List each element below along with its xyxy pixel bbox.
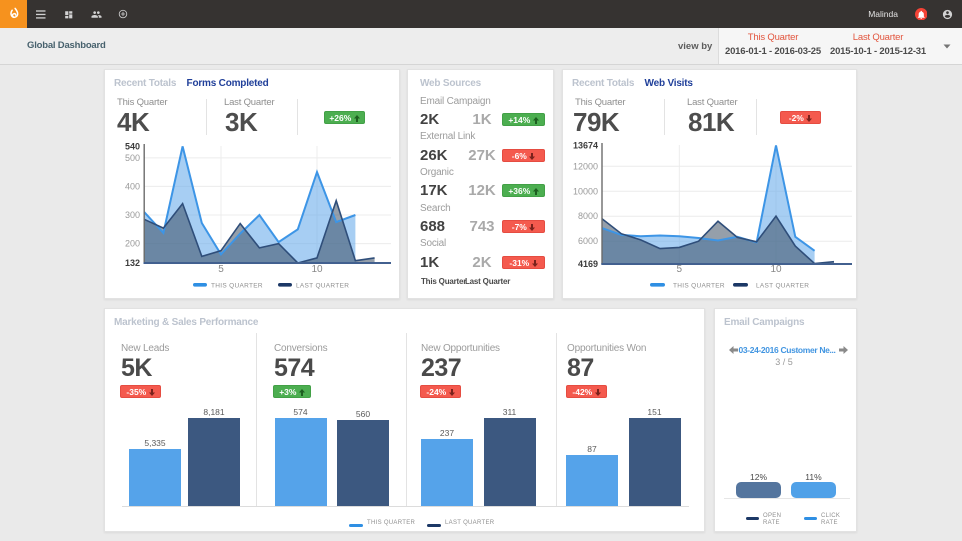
svg-text:5: 5: [218, 264, 224, 275]
svg-text:8000: 8000: [578, 211, 598, 221]
svg-text:LAST QUARTER: LAST QUARTER: [756, 283, 809, 290]
svg-text:13674: 13674: [573, 140, 598, 150]
svg-text:THIS QUARTER: THIS QUARTER: [211, 283, 263, 290]
svg-text:THIS QUARTER: THIS QUARTER: [673, 283, 725, 290]
svg-text:10: 10: [311, 264, 323, 275]
svg-text:540: 540: [125, 141, 140, 151]
svg-text:LAST QUARTER: LAST QUARTER: [296, 283, 349, 290]
svg-text:12000: 12000: [573, 161, 598, 171]
svg-text:400: 400: [125, 181, 140, 191]
svg-text:4169: 4169: [578, 259, 598, 269]
svg-text:5: 5: [677, 264, 683, 275]
svg-text:10: 10: [770, 264, 782, 275]
svg-text:6000: 6000: [578, 236, 598, 246]
svg-text:10000: 10000: [573, 186, 598, 196]
svg-text:200: 200: [125, 239, 140, 249]
svg-text:300: 300: [125, 210, 140, 220]
svg-text:132: 132: [125, 258, 140, 268]
svg-text:500: 500: [125, 153, 140, 163]
